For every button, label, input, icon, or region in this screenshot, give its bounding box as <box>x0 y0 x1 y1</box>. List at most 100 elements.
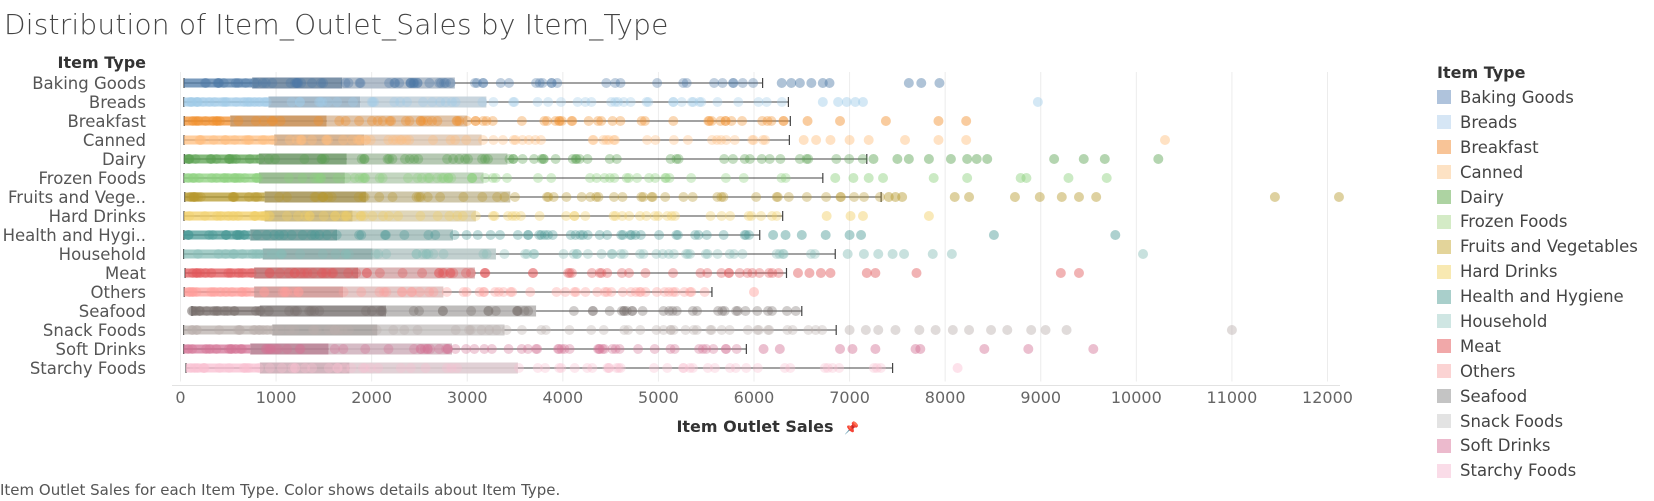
data-point <box>238 363 249 373</box>
data-point <box>343 78 354 88</box>
legend-item[interactable]: Seafood <box>1437 384 1653 409</box>
data-point <box>450 344 461 354</box>
data-point <box>234 230 245 240</box>
data-point <box>213 78 224 88</box>
data-point <box>594 344 605 354</box>
legend-item[interactable]: Hard Drinks <box>1437 259 1653 284</box>
data-point <box>417 268 428 278</box>
data-point <box>565 230 576 240</box>
data-point <box>326 268 337 278</box>
data-point <box>194 306 205 316</box>
legend-item[interactable]: Frozen Foods <box>1437 209 1653 234</box>
data-point <box>427 97 438 107</box>
legend-item[interactable]: Soft Drinks <box>1437 433 1653 458</box>
data-point <box>817 325 828 335</box>
data-point <box>422 116 433 126</box>
legend-item[interactable]: Canned <box>1437 160 1653 185</box>
outlier-point <box>786 78 797 88</box>
data-point <box>587 306 598 316</box>
outlier-point <box>806 78 817 88</box>
data-point <box>503 211 514 221</box>
data-point <box>311 325 322 335</box>
data-point <box>201 306 212 316</box>
data-point <box>610 211 621 221</box>
data-point <box>395 363 406 373</box>
legend-item[interactable]: Health and Hygiene <box>1437 284 1653 309</box>
data-point <box>239 230 250 240</box>
data-point <box>742 325 753 335</box>
data-point <box>259 135 270 145</box>
data-point <box>231 173 242 183</box>
data-point <box>477 97 488 107</box>
legend-item[interactable]: Baking Goods <box>1437 85 1653 110</box>
data-point <box>763 325 774 335</box>
legend-item[interactable]: Starchy Foods <box>1437 458 1653 483</box>
data-point <box>441 287 452 297</box>
data-point <box>572 97 583 107</box>
data-point <box>289 325 300 335</box>
data-point <box>332 363 343 373</box>
data-point <box>291 306 302 316</box>
data-point <box>654 230 665 240</box>
data-point <box>241 363 252 373</box>
data-point <box>223 268 234 278</box>
data-point <box>343 249 354 259</box>
data-point <box>641 211 652 221</box>
data-point <box>366 97 377 107</box>
data-point <box>606 249 617 259</box>
data-point <box>337 325 348 335</box>
data-point <box>206 268 217 278</box>
data-point <box>650 135 661 145</box>
data-point <box>669 344 680 354</box>
legend-item[interactable]: Breads <box>1437 110 1653 135</box>
data-point <box>538 154 549 164</box>
data-point <box>478 287 489 297</box>
outlier-point <box>844 230 855 240</box>
data-point <box>608 211 619 221</box>
data-point <box>452 116 463 126</box>
data-point <box>503 344 514 354</box>
data-point <box>218 173 229 183</box>
data-point <box>280 287 291 297</box>
data-point <box>638 192 649 202</box>
data-point <box>316 173 327 183</box>
data-point <box>510 211 521 221</box>
data-point <box>432 173 443 183</box>
data-point <box>236 344 247 354</box>
dot-band-low <box>184 287 255 297</box>
data-point <box>372 116 383 126</box>
data-point <box>706 325 717 335</box>
legend-item[interactable]: Fruits and Vegetables <box>1437 234 1653 259</box>
data-point <box>611 363 622 373</box>
outlier-point <box>903 154 914 164</box>
data-point <box>461 135 472 145</box>
legend-item[interactable]: Household <box>1437 309 1653 334</box>
data-point <box>516 325 527 335</box>
legend-item[interactable]: Snack Foods <box>1437 409 1653 434</box>
data-point <box>532 173 543 183</box>
y-category-label: Seafood <box>79 302 146 321</box>
data-point <box>360 135 371 145</box>
data-point <box>266 116 277 126</box>
data-point <box>757 116 768 126</box>
data-point <box>190 116 201 126</box>
legend-item[interactable]: Dairy <box>1437 185 1653 210</box>
box-lower <box>230 115 327 127</box>
chart-title: Distribution of Item_Outlet_Sales by Ite… <box>4 8 669 41</box>
data-point <box>309 192 320 202</box>
data-point <box>609 173 620 183</box>
legend-label: Breakfast <box>1460 137 1539 157</box>
legend-item[interactable]: Meat <box>1437 334 1653 359</box>
data-point <box>356 287 367 297</box>
data-point <box>512 306 523 316</box>
data-point <box>438 268 449 278</box>
data-point <box>259 287 270 297</box>
data-point <box>338 135 349 145</box>
data-point <box>668 268 679 278</box>
legend-item[interactable]: Breakfast <box>1437 135 1653 160</box>
data-point <box>387 192 398 202</box>
box-lower <box>272 324 378 336</box>
data-point <box>469 78 480 88</box>
legend-item[interactable]: Others <box>1437 359 1653 384</box>
data-point <box>678 363 689 373</box>
